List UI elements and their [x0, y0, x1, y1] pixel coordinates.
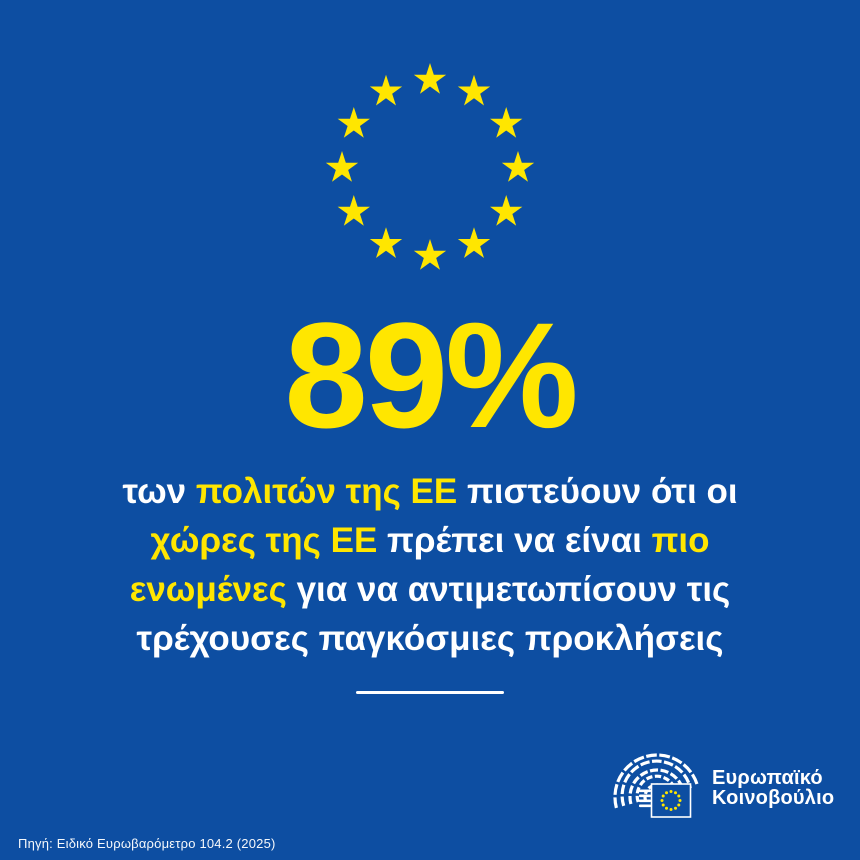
headline-segment: πιο: [651, 521, 710, 560]
headline-segment: για να αντιμετωπίσουν τις: [286, 570, 731, 609]
ep-logo-wordmark: Ευρωπαϊκό Κοινοβούλιο: [712, 766, 835, 809]
headline-segment: πρέπει να είναι: [377, 521, 652, 560]
ep-hemicycle-icon: [613, 753, 700, 818]
headline-segment: των: [122, 472, 196, 511]
eu-flag-icon: [650, 783, 692, 818]
statistic-value: 89%: [284, 291, 578, 459]
divider-line: [356, 691, 504, 694]
hemicycle-steps: [639, 789, 651, 808]
european-parliament-logo: Ευρωπαϊκό Κοινοβούλιο: [603, 752, 834, 824]
headline-segment: χώρες της ΕΕ: [150, 521, 378, 560]
headline-segment: ενωμένες: [129, 570, 287, 609]
headline-line-1: των πολιτών της ΕΕ πιστεύουν ότι οι: [0, 467, 860, 516]
headline-segment: πολιτών της ΕΕ: [195, 472, 458, 511]
ep-logo-wordmark-line1: Ευρωπαϊκό: [712, 766, 823, 789]
source-caption: Πηγή: Ειδικό Ευρωβαρόμετρο 104.2 (2025): [18, 836, 276, 851]
ep-logo-wordmark-line2: Κοινοβούλιο: [712, 787, 835, 809]
eu-stars-circle-icon: [325, 63, 535, 270]
headline-segment: τρέχουσες παγκόσμιες προκλήσεις: [136, 619, 724, 658]
headline-line-3: ενωμένες για να αντιμετωπίσουν τις: [0, 565, 860, 614]
headline-segment: πιστεύουν ότι οι: [457, 472, 738, 511]
headline-line-4: τρέχουσες παγκόσμιες προκλήσεις: [0, 614, 860, 663]
headline: των πολιτών της ΕΕ πιστεύουν ότι οι χώρε…: [0, 467, 860, 663]
headline-line-2: χώρες της ΕΕ πρέπει να είναι πιο: [0, 516, 860, 565]
